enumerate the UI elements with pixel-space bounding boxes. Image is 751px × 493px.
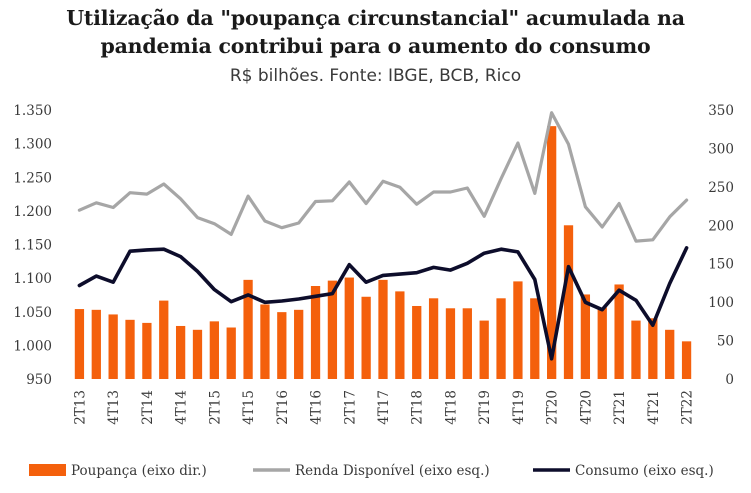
bar-poupanca [159, 300, 169, 379]
x-axis-tick-label: 2T21 [612, 390, 628, 425]
right-axis-tick-label: 150 [708, 257, 734, 273]
left-axis-tick-label: 1.300 [13, 137, 52, 153]
chart-title-line-1: Utilização da "poupança circunstancial" … [66, 6, 685, 30]
x-axis-tick-label: 2T18 [410, 390, 426, 425]
x-axis-tick-label: 2T17 [342, 390, 358, 425]
bar-poupanca [681, 341, 692, 379]
left-axis-tick-label: 1.350 [13, 103, 52, 119]
x-axis-tick-label: 2T15 [207, 390, 223, 425]
x-axis-tick-label: 2T16 [275, 390, 291, 425]
bar-poupanca [445, 308, 456, 379]
bar-poupanca [496, 298, 506, 379]
x-axis-tick-label: 4T19 [511, 390, 527, 425]
left-axis-tick-label: 1.150 [13, 238, 52, 254]
bar-poupanca [361, 296, 371, 379]
bar-poupanca [91, 309, 101, 379]
bar-poupanca [125, 319, 135, 379]
bar-poupanca [108, 314, 118, 379]
bar-poupanca [462, 308, 472, 379]
bar-poupanca [428, 298, 439, 379]
bar-poupanca [631, 320, 641, 379]
x-axis-tick-label: 4T18 [443, 390, 459, 425]
legend-swatch-poupanca [29, 464, 66, 476]
bar-poupanca [530, 298, 540, 379]
bar-poupanca [513, 281, 523, 379]
right-axis-tick-label: 50 [717, 334, 734, 350]
bar-poupanca [614, 284, 624, 379]
bar-poupanca [310, 286, 321, 379]
x-axis-tick-label: 2T13 [72, 390, 88, 425]
bar-poupanca [175, 325, 186, 379]
right-axis-tick-label: 250 [708, 180, 734, 196]
right-axis-tick-label: 100 [708, 295, 734, 311]
line-consumo [77, 246, 689, 361]
right-axis-tick-label: 300 [708, 141, 734, 157]
left-axis-tick-label: 1.050 [13, 305, 52, 321]
bar-poupanca [665, 329, 675, 379]
left-axis-tick-label: 1.250 [13, 170, 52, 186]
bar-poupanca [294, 309, 304, 379]
bar-poupanca [277, 312, 287, 379]
chart-title-line-2: pandemia contribui para o aumento do con… [100, 34, 651, 58]
legend-label: Poupança (eixo dir.) [71, 463, 207, 479]
bar-poupanca [243, 279, 253, 379]
bar-poupanca [479, 320, 489, 379]
x-axis-tick-label: 2T20 [545, 390, 561, 425]
left-axis-tick-label: 1.100 [13, 271, 52, 287]
legend-label: Consumo (eixo esq.) [575, 463, 714, 479]
x-axis-tick-label: 4T16 [309, 390, 325, 425]
bar-poupanca [344, 277, 354, 379]
bar-poupanca [74, 309, 85, 379]
bar-poupanca [547, 126, 557, 379]
x-axis-tick-label: 4T20 [578, 390, 594, 425]
bar-poupanca [142, 322, 152, 379]
x-axis-tick-label: 4T15 [241, 390, 257, 425]
left-axis-tick-label: 950 [26, 372, 52, 388]
bar-poupanca [226, 327, 236, 379]
bar-poupanca [395, 291, 405, 379]
line-renda-disponivel [77, 111, 689, 243]
right-axis-tick-label: 200 [708, 218, 734, 234]
right-axis-tick-label: 350 [708, 103, 734, 119]
bar-poupanca [563, 225, 574, 379]
bar-poupanca [597, 307, 607, 379]
bar-poupanca [580, 294, 591, 379]
bar-poupanca [327, 280, 338, 379]
left-axis-tick-label: 1.200 [13, 204, 52, 220]
legend-label: Renda Disponível (eixo esq.) [295, 463, 490, 479]
bar-poupanca [648, 318, 658, 379]
right-axis-tick-label: 0 [725, 372, 734, 388]
bar-poupanca [209, 321, 219, 379]
bar-poupanca [412, 305, 422, 379]
chart-subtitle: R$ bilhões. Fonte: IBGE, BCB, Rico [229, 66, 522, 86]
bar-poupanca [378, 279, 388, 379]
x-axis-tick-label: 2T22 [680, 390, 696, 425]
x-axis-tick-label: 4T21 [646, 390, 662, 425]
x-axis-tick-label: 2T14 [140, 390, 156, 425]
x-axis-tick-label: 4T14 [174, 390, 190, 425]
x-axis-tick-label: 2T19 [477, 390, 493, 425]
x-axis-tick-label: 4T13 [106, 390, 122, 425]
bar-poupanca [192, 329, 203, 379]
bar-poupanca [260, 304, 270, 379]
left-axis-tick-label: 1.000 [13, 338, 52, 354]
x-axis-tick-label: 4T17 [376, 390, 392, 425]
